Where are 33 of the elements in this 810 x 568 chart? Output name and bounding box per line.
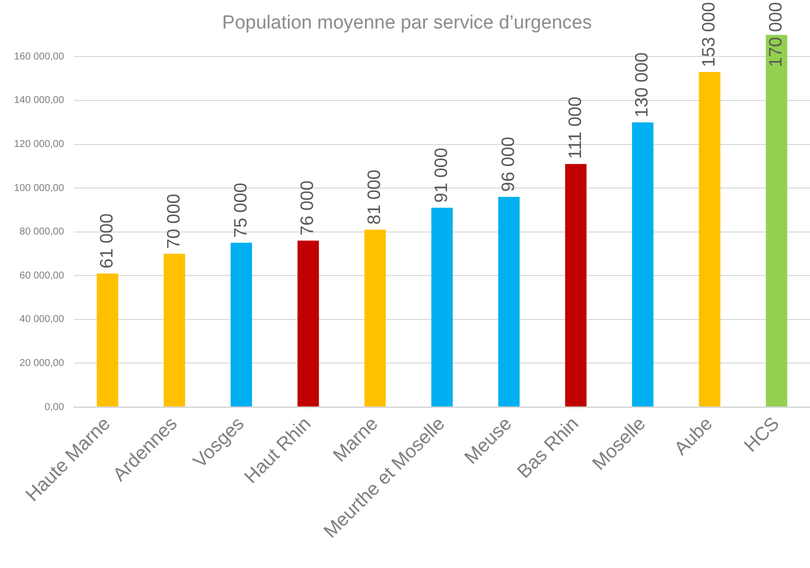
- data-label: 76 000: [297, 180, 318, 236]
- data-label: 96 000: [498, 136, 518, 192]
- bar: [298, 240, 319, 406]
- y-tick-label: 40 000,00: [20, 314, 64, 326]
- bar: [230, 242, 252, 406]
- bar: [164, 254, 186, 406]
- y-tick-label: 100 000,00: [14, 182, 64, 194]
- bar: [364, 230, 386, 406]
- y-tick-label: 140 000,00: [14, 95, 64, 106]
- bar: [498, 196, 520, 406]
- data-label: 153 000: [698, 2, 719, 68]
- y-tick-label: 120 000,00: [14, 139, 64, 150]
- bar: [632, 122, 654, 406]
- x-tick-label: Bas Rhin: [514, 413, 584, 483]
- data-label: 170 000: [766, 2, 786, 68]
- data-label: 111 000: [564, 96, 585, 159]
- bar: [766, 34, 788, 406]
- y-tick-label: 0,00: [44, 402, 64, 413]
- data-label: 130 000: [632, 52, 652, 118]
- data-label: 70 000: [163, 194, 184, 249]
- bar: [698, 72, 720, 406]
- data-label: 81 000: [364, 170, 384, 225]
- chart-title: Population moyenne par service d’urgences: [222, 12, 592, 34]
- y-tick-label: 60 000,00: [20, 270, 64, 282]
- data-label: 75 000: [230, 182, 250, 238]
- y-tick-label: 160 000,00: [14, 51, 64, 62]
- data-label: 91 000: [430, 148, 451, 203]
- data-label: 61 000: [96, 213, 116, 268]
- y-tick-label: 80 000,00: [20, 226, 64, 238]
- bar: [565, 164, 587, 406]
- bar: [96, 273, 118, 406]
- bar: [431, 208, 453, 406]
- y-tick-label: 20 000,00: [20, 358, 64, 369]
